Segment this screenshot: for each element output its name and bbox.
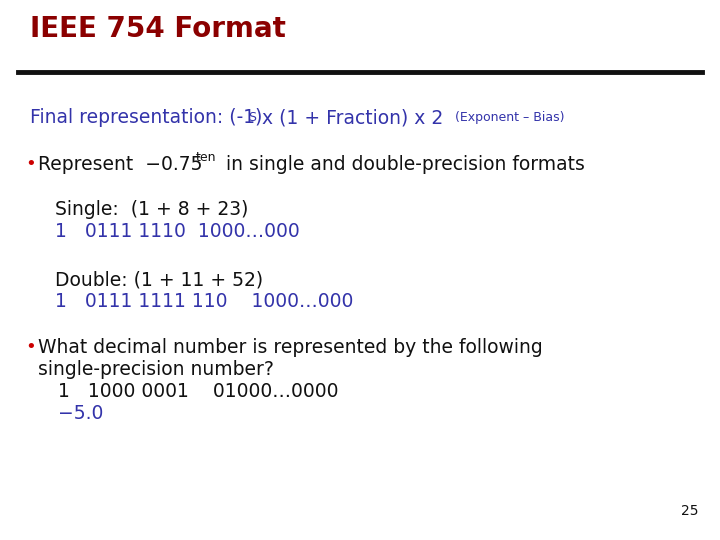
Text: Single:  (1 + 8 + 23): Single: (1 + 8 + 23) [55,200,248,219]
Text: 1   1000 0001    01000…0000: 1 1000 0001 01000…0000 [58,382,338,401]
Text: Double: (1 + 11 + 52): Double: (1 + 11 + 52) [55,270,263,289]
Text: •: • [25,338,36,356]
Text: •: • [25,155,36,173]
Text: x (1 + Fraction) x 2: x (1 + Fraction) x 2 [256,108,444,127]
Text: Final representation: (-1): Final representation: (-1) [30,108,262,127]
Text: in single and double-precision formats: in single and double-precision formats [220,155,585,174]
Text: ten: ten [196,151,217,164]
Text: S: S [248,111,256,124]
Text: 25: 25 [680,504,698,518]
Text: 1   0111 1110  1000…000: 1 0111 1110 1000…000 [55,222,300,241]
Text: 1   0111 1111 110    1000…000: 1 0111 1111 110 1000…000 [55,292,354,311]
Text: Represent  −0.75: Represent −0.75 [38,155,202,174]
Text: (Exponent – Bias): (Exponent – Bias) [455,111,564,124]
Text: −5.0: −5.0 [58,404,104,423]
Text: What decimal number is represented by the following: What decimal number is represented by th… [38,338,543,357]
Text: single-precision number?: single-precision number? [38,360,274,379]
Text: IEEE 754 Format: IEEE 754 Format [30,15,286,43]
